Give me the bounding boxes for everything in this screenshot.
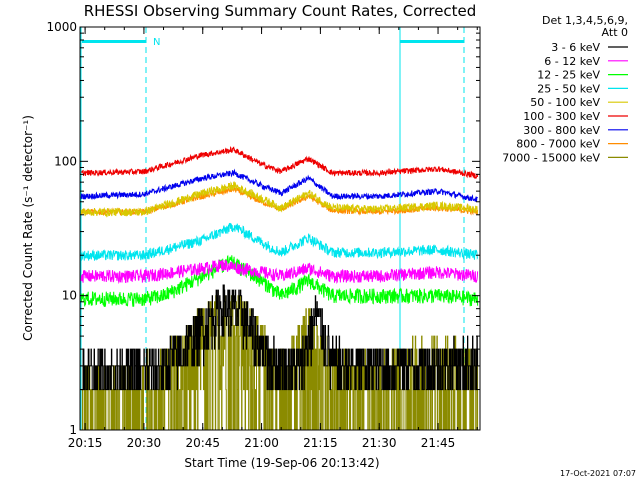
legend-label: 7000 - 15000 keV bbox=[502, 151, 600, 164]
y-tick-label: 1 bbox=[69, 423, 77, 437]
y-axis: 1 10 100 1000 bbox=[46, 20, 480, 437]
x-tick-label: 20:15 bbox=[68, 436, 103, 450]
x-tick-label: 20:45 bbox=[185, 436, 220, 450]
legend-header: Det 1,3,4,5,6,9, bbox=[542, 14, 628, 27]
series-layer bbox=[80, 146, 479, 431]
legend-label: 50 - 100 keV bbox=[530, 96, 600, 109]
y-tick-label: 1000 bbox=[46, 20, 77, 34]
x-axis-label: Start Time (19-Sep-06 20:13:42) bbox=[184, 456, 379, 470]
y-tick-label: 10 bbox=[62, 289, 77, 303]
series-line-300to800kev bbox=[80, 168, 478, 202]
flag-label: N bbox=[153, 37, 160, 48]
timestamp: 17-Oct-2021 07:07 bbox=[560, 469, 636, 478]
legend-label: 3 - 6 keV bbox=[551, 41, 600, 54]
legend-label: 100 - 300 keV bbox=[523, 110, 600, 123]
series-line-12to25kev bbox=[80, 254, 479, 307]
legend-label: 800 - 7000 keV bbox=[516, 138, 600, 151]
series-line-3to6kev bbox=[81, 284, 479, 391]
x-tick-label: 21:45 bbox=[421, 436, 456, 450]
x-tick-label: 20:30 bbox=[127, 436, 162, 450]
legend-label: 300 - 800 keV bbox=[523, 124, 600, 137]
x-tick-label: 21:00 bbox=[244, 436, 279, 450]
y-tick-label: 100 bbox=[54, 154, 77, 168]
x-tick-label: 21:30 bbox=[362, 436, 397, 450]
legend-label: 25 - 50 keV bbox=[537, 82, 600, 95]
plot-frame bbox=[79, 26, 481, 431]
chart-title: RHESSI Observing Summary Count Rates, Co… bbox=[84, 2, 477, 20]
legend-label: 6 - 12 keV bbox=[544, 55, 600, 68]
flag-bars: N bbox=[82, 37, 464, 48]
y-axis-label: Corrected Count Rate (s⁻¹ detector⁻¹) bbox=[21, 115, 35, 341]
series-line-6to12kev bbox=[80, 259, 479, 285]
series-line-100to300kev bbox=[80, 146, 479, 180]
series-line-50to100kev bbox=[80, 181, 479, 218]
series-line-25to50kev bbox=[80, 222, 479, 262]
legend-header: Att 0 bbox=[602, 26, 628, 39]
x-axis: 20:15 20:30 20:45 21:00 21:15 21:30 21:45 bbox=[68, 27, 478, 450]
x-tick-label: 21:15 bbox=[303, 436, 338, 450]
legend-label: 12 - 25 keV bbox=[537, 69, 600, 82]
